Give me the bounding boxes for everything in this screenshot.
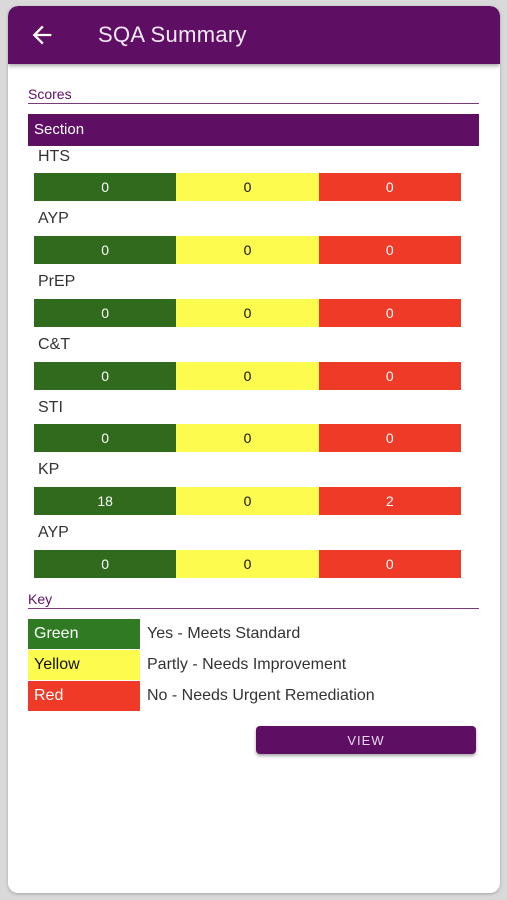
app-bar: SQA Summary	[8, 6, 500, 64]
yellow-count: 0	[176, 299, 319, 327]
row-label-prep: PrEP	[38, 273, 76, 290]
red-count: 0	[318, 236, 461, 264]
green-count: 0	[34, 299, 177, 327]
yellow-count: 0	[176, 424, 319, 452]
green-count: 0	[34, 424, 177, 452]
key-swatch-yellow: Yellow	[28, 650, 140, 680]
key-description: No - Needs Urgent Remediation	[147, 687, 375, 704]
score-bar: 0 0 0	[34, 362, 461, 390]
green-count: 0	[34, 236, 177, 264]
score-bar: 0 0 0	[34, 299, 461, 327]
row-label-hts: HTS	[38, 148, 70, 165]
row-label-ayp-2: AYP	[38, 524, 69, 541]
yellow-count: 0	[176, 550, 319, 578]
green-count: 0	[34, 550, 177, 578]
yellow-count: 0	[176, 362, 319, 390]
arrow-left-icon[interactable]	[28, 21, 56, 49]
score-bar: 18 0 2	[34, 487, 461, 515]
row-label-kp: KP	[38, 461, 60, 478]
page-title: SQA Summary	[98, 22, 247, 47]
section-header: Section	[28, 114, 479, 146]
view-button[interactable]: VIEW	[256, 726, 476, 754]
red-count: 0	[318, 550, 461, 578]
key-heading: Key	[28, 591, 479, 609]
green-count: 18	[34, 487, 177, 515]
key-description: Yes - Meets Standard	[147, 625, 301, 642]
yellow-count: 0	[176, 236, 319, 264]
score-bar: 0 0 0	[34, 424, 461, 452]
red-count: 0	[318, 299, 461, 327]
red-count: 0	[318, 424, 461, 452]
key-swatch-red: Red	[28, 681, 140, 711]
score-bar: 0 0 0	[34, 236, 461, 264]
score-bar: 0 0 0	[34, 550, 461, 578]
row-label-ayp: AYP	[38, 210, 69, 227]
red-count: 0	[318, 362, 461, 390]
row-label-ct: C&T	[38, 336, 70, 353]
red-count: 2	[318, 487, 461, 515]
score-bar: 0 0 0	[34, 173, 461, 201]
yellow-count: 0	[176, 487, 319, 515]
red-count: 0	[318, 173, 461, 201]
green-count: 0	[34, 362, 177, 390]
scores-heading: Scores	[28, 86, 479, 104]
row-label-sti: STI	[38, 399, 63, 416]
key-swatch-green: Green	[28, 619, 140, 649]
yellow-count: 0	[176, 173, 319, 201]
green-count: 0	[34, 173, 177, 201]
key-description: Partly - Needs Improvement	[147, 656, 347, 673]
screen: SQA Summary Scores Section HTS 0 0 0 AYP…	[8, 6, 500, 893]
